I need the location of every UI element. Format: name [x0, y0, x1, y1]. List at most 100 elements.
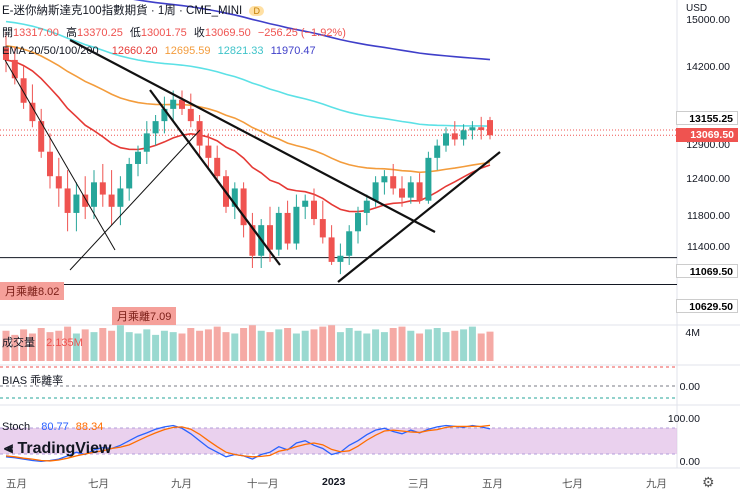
candle-body [478, 127, 485, 130]
candle-body [99, 182, 106, 195]
volume-bar [336, 332, 344, 361]
symbol-title[interactable]: E-迷你納斯達克100指數期貨 · 1周 · CME_MINI [2, 5, 243, 17]
volume-bar [196, 330, 204, 361]
candle-body [249, 225, 256, 256]
volume-bar [134, 333, 142, 361]
low-label: 低 [129, 27, 141, 39]
volume-bar [354, 330, 362, 361]
volume-bar [345, 328, 353, 361]
deviation-badge-1: 月乘離8.02 [0, 282, 65, 300]
candle-body [20, 78, 27, 103]
candle-body [319, 219, 326, 238]
candle-body [231, 188, 238, 207]
price-axis-label: 11800.00 [686, 210, 730, 222]
volume-bar [266, 332, 274, 361]
volume-pane-label: 成交量 2.135M [2, 334, 83, 350]
close-label: 收 [193, 27, 205, 39]
volume-bar [143, 329, 151, 361]
stoch-label[interactable]: Stoch [2, 421, 31, 433]
candle-body [275, 212, 282, 250]
candle-body [267, 225, 273, 250]
volume-bar [416, 333, 424, 361]
x-axis-label: 七月 [88, 478, 109, 490]
ohlc-row: 開13317.00 高13370.25 低13001.75 收13069.50 … [2, 24, 350, 40]
gear-icon[interactable]: ⚙ [702, 474, 715, 490]
volume-bar [240, 328, 248, 361]
tradingview-logo-text: TradingView [17, 440, 112, 457]
candle-body [469, 127, 476, 131]
currency-label[interactable]: USD [686, 3, 708, 14]
ema-label[interactable]: EMA 20/50/100/200 [2, 45, 99, 57]
candle-body [187, 108, 194, 122]
volume-value: 2.135M [46, 337, 83, 349]
candle-body [179, 99, 185, 109]
candle-body [47, 151, 53, 177]
ema100-line [5, 20, 491, 127]
ema50-value: 12695.59 [164, 45, 211, 57]
candle-body [205, 145, 212, 158]
candle-body [416, 182, 423, 201]
candle-body [82, 194, 89, 207]
symbol-title-row: E-迷你納斯達克100指數期貨 · 1周 · CME_MINI D [2, 2, 268, 18]
stoch-d-line [5, 424, 491, 462]
volume-bar [125, 332, 133, 361]
tradingview-logo-mark: ⫷ [4, 440, 14, 457]
candle-body [381, 176, 388, 183]
volume-bar [248, 325, 256, 361]
volume-bar [328, 325, 336, 361]
volume-bar [116, 325, 124, 361]
volume-bar [433, 328, 441, 361]
price-tag-top: 13155.25 [676, 111, 738, 125]
close-value: 13069.50 [204, 27, 251, 39]
candle-body [214, 157, 221, 177]
candle-body [117, 188, 124, 207]
candle-body [3, 47, 9, 60]
bias-axis-label: 0.00 [679, 381, 700, 393]
volume-bar [81, 329, 89, 361]
volume-bar [222, 332, 230, 361]
candle-body [64, 188, 71, 213]
volume-label[interactable]: 成交量 [2, 337, 35, 349]
candle-body [355, 212, 361, 232]
volume-bar [213, 326, 221, 361]
volume-bar [424, 329, 432, 361]
volume-bar [108, 330, 116, 361]
trendline-thin [69, 129, 201, 271]
tradingview-logo[interactable]: ⫷ TradingView [4, 440, 111, 458]
candle-body [407, 182, 414, 198]
bias-label[interactable]: BIAS 乖離率 [2, 375, 64, 387]
volume-bar [389, 328, 397, 361]
volume-bar [363, 333, 371, 361]
bias-pane-label: BIAS 乖離率 [2, 372, 63, 388]
d-badge: D [249, 6, 264, 16]
volume-bar [28, 333, 36, 361]
candle-body [284, 212, 291, 244]
volume-bar [407, 330, 415, 361]
candle-body [73, 194, 80, 213]
price-tag-level-1: 11069.50 [676, 264, 738, 278]
price-axis-label: 11400.00 [686, 241, 730, 253]
price-tag-close: 13069.50 [676, 128, 738, 142]
x-axis-label: 七月 [562, 478, 583, 490]
volume-bar [72, 333, 80, 361]
candle-body [328, 237, 335, 262]
candle-body [451, 133, 458, 140]
open-label: 開 [2, 27, 13, 39]
volume-bar [301, 330, 309, 361]
stoch-pane-label: Stoch 80.77 88.34 [2, 421, 103, 433]
x-axis-label: 2023 [322, 476, 346, 488]
volume-bar [187, 328, 195, 361]
candle-body [346, 231, 353, 256]
change-value: −256.25 (−1.92%) [257, 27, 346, 39]
volume-bar [372, 329, 380, 361]
open-value: 13317.00 [13, 27, 59, 39]
candle-body [487, 120, 493, 136]
candle-body [143, 133, 150, 152]
ema20-line [5, 59, 491, 213]
volume-bar [169, 332, 177, 361]
trendline-down [69, 39, 436, 233]
ema200-line [133, 0, 491, 61]
high-label: 高 [65, 27, 77, 39]
x-axis-label: 九月 [171, 478, 192, 490]
